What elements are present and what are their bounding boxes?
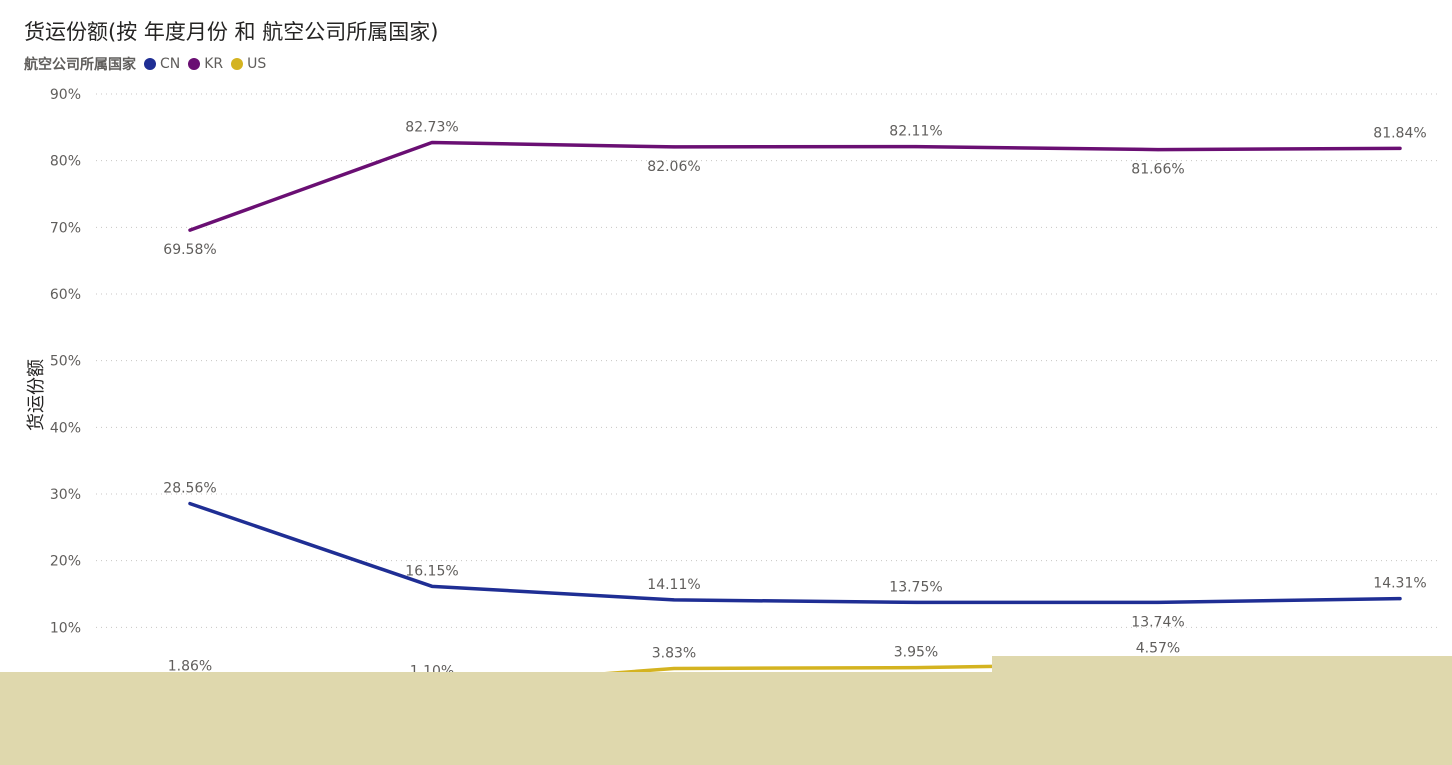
legend-label-cn: CN [160,56,181,72]
data-point-kr[interactable] [430,140,434,144]
y-tick-label: 80% [50,154,81,170]
data-label-kr: 81.84% [1373,125,1426,141]
legend: 航空公司所属国家 CN KR US [24,54,274,74]
gridlines [96,93,1440,628]
y-tick-label: 40% [50,420,81,436]
data-point-cn[interactable] [188,502,192,506]
y-tick-label: 70% [50,220,81,236]
data-label-cn: 14.11% [647,577,700,593]
data-label-kr: 82.06% [647,159,700,175]
data-label-us: 4.57% [1136,641,1180,657]
legend-item-cn[interactable]: CN [144,56,180,72]
y-axis-ticks: 10% 20% 30% 40% 50% 60% 70% 80% 90% [50,87,81,636]
data-label-us: 1.86% [168,659,212,675]
data-point-kr[interactable] [672,145,676,149]
y-tick-label: 60% [50,287,81,303]
legend-dot-us-icon [231,58,244,70]
data-label-kr: 69.58% [163,242,216,258]
data-label-us: 3.83% [652,645,696,661]
data-label-cn: 14.31% [1373,576,1426,592]
data-label-cn: 13.75% [889,579,942,595]
data-label-us: 3.95% [894,645,938,661]
data-point-cn[interactable] [914,600,918,604]
data-point-cn[interactable] [672,598,676,602]
chart-title: 货运份额(按 年度月份 和 航空公司所属国家) [24,20,439,44]
data-label-kr: 82.11% [889,124,942,140]
y-tick-label: 90% [50,87,81,103]
series-line-kr[interactable] [188,140,1402,232]
data-label-cn: 16.15% [405,563,458,579]
y-axis-label: 货运份额 [26,359,47,431]
data-point-us[interactable] [914,666,918,670]
data-label-cn: 28.56% [163,481,216,497]
legend-label-us: US [247,56,267,72]
legend-title: 航空公司所属国家 [24,57,136,73]
y-tick-label: 50% [50,354,81,370]
data-point-kr[interactable] [188,228,192,232]
data-point-us[interactable] [672,666,676,670]
data-label-kr: 82.73% [405,119,458,135]
series-line-cn[interactable] [188,501,1402,605]
data-point-kr[interactable] [1398,146,1402,150]
y-tick-label: 10% [50,620,81,636]
data-label-cn: 13.74% [1131,614,1184,630]
data-point-cn[interactable] [1156,600,1160,604]
y-tick-label: 20% [50,554,81,570]
data-labels: 28.56% 16.15% 14.11% 13.75% 13.74% 14.31% 69.5… [163,119,1426,679]
footer-band [0,672,1452,765]
data-point-kr[interactable] [1156,148,1160,152]
legend-dot-kr-icon [188,58,201,70]
legend-dot-cn-icon [144,58,156,70]
series-lines [188,140,1402,689]
legend-label-kr: KR [204,56,224,72]
footer-band-right [992,656,1452,676]
legend-item-kr[interactable]: KR [188,56,223,72]
legend-item-us[interactable]: US [231,56,266,72]
y-tick-label: 30% [50,487,81,503]
data-point-cn[interactable] [430,584,434,588]
data-label-kr: 81.66% [1131,162,1184,178]
data-point-kr[interactable] [914,145,918,149]
data-point-cn[interactable] [1398,597,1402,601]
